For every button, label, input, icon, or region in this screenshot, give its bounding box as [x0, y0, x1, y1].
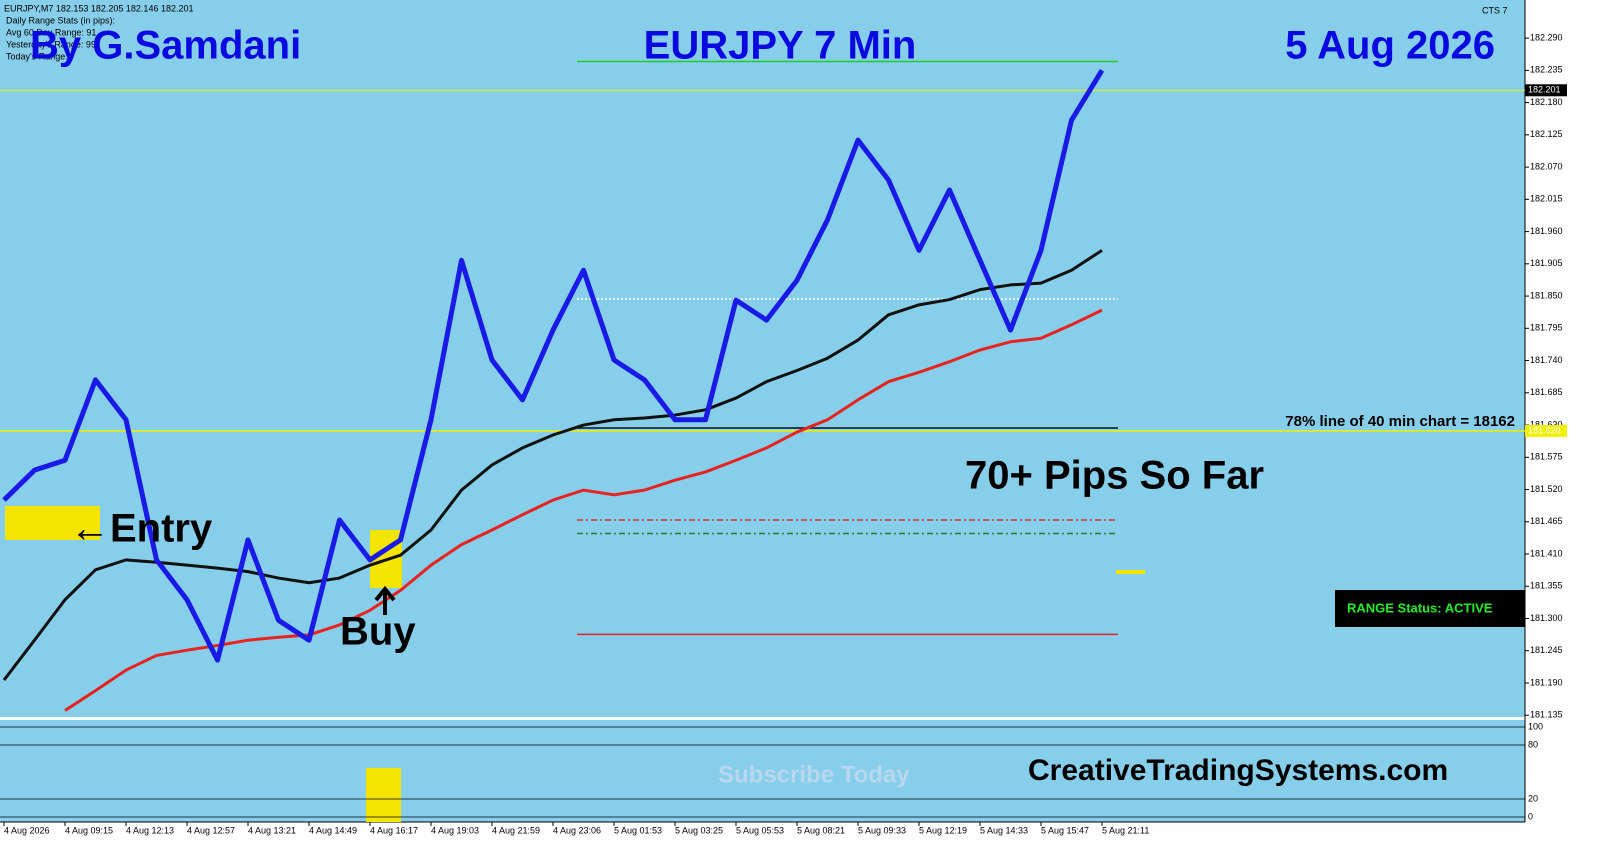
header: Daily Range Stats (in pips): — [6, 15, 115, 25]
title-right: 5 Aug 2026 — [1285, 24, 1495, 68]
indicator-name: CTS 7 — [1482, 5, 1508, 15]
y-tick-label: 181.465 — [1530, 516, 1563, 526]
y-tick-label: 182.070 — [1530, 161, 1563, 171]
y-tick-label: 182.235 — [1530, 65, 1563, 75]
y-tick-label: 181.575 — [1530, 452, 1563, 462]
plot-background — [0, 0, 1525, 822]
x-tick-label: 5 Aug 08:21 — [797, 825, 845, 835]
chart-title: EURJPY 7 Min — [644, 24, 917, 68]
x-tick-label: 5 Aug 01:53 — [614, 825, 662, 835]
panel-separator — [0, 717, 1525, 720]
entry-label: ←Entry — [70, 507, 213, 551]
x-tick-label: 4 Aug 14:49 — [309, 825, 357, 835]
price-label: 182.201 — [1528, 85, 1561, 95]
series-line — [64, 308, 1103, 712]
y-tick-label: 181.520 — [1530, 484, 1563, 494]
line78-label: 78% line of 40 min chart = 18162 — [1285, 413, 1515, 430]
header: Today's Range: — [6, 51, 68, 61]
buy-box-osc — [366, 768, 401, 822]
status-box — [1335, 590, 1525, 627]
header: EURJPY,M7 182.153 182.205 182.146 182.20… — [4, 3, 193, 13]
y-tick-label: 181.850 — [1530, 290, 1563, 300]
price-box — [1525, 84, 1567, 97]
x-tick-label: 4 Aug 12:13 — [126, 825, 174, 835]
x-tick-label: 5 Aug 12:19 — [919, 825, 967, 835]
line78-price: 181.620 — [1528, 425, 1561, 435]
y-tick-label: 181.135 — [1530, 710, 1563, 720]
y-tick-label: 181.905 — [1530, 258, 1563, 268]
title-left: By G.Samdani — [30, 24, 301, 68]
y-tick-label: 182.290 — [1530, 32, 1563, 42]
x-tick-label: 5 Aug 21:11 — [1102, 825, 1149, 835]
x-tick-label: 5 Aug 14:33 — [980, 825, 1028, 835]
x-tick-label: 5 Aug 05:53 — [736, 825, 784, 835]
x-tick-label: 4 Aug 12:57 — [187, 825, 235, 835]
x-tick-label: 5 Aug 15:47 — [1041, 825, 1089, 835]
osc-tick-label: 80 — [1528, 739, 1538, 749]
y-tick-label: 182.180 — [1530, 97, 1563, 107]
y-tick-label: 181.190 — [1530, 677, 1563, 687]
y-tick-label: 181.960 — [1530, 226, 1563, 236]
osc-tick-label: 100 — [1528, 721, 1543, 731]
x-tick-label: 4 Aug 16:17 — [370, 825, 418, 835]
buy-label: Buy — [340, 610, 416, 654]
pips-label: 70+ Pips So Far — [965, 454, 1264, 498]
x-tick-label: 4 Aug 2026 — [4, 825, 50, 835]
y-tick-label: 181.685 — [1530, 387, 1563, 397]
entry-box — [5, 506, 100, 540]
osc-tick-label: 0 — [1528, 811, 1533, 821]
x-tick-label: 4 Aug 09:15 — [65, 825, 113, 835]
line78-box — [1525, 424, 1567, 437]
site-label: CreativeTradingSystems.com — [1028, 754, 1448, 787]
header: Avg 60 Day Range: 91 — [6, 27, 96, 37]
x-tick-label: 4 Aug 13:21 — [248, 825, 296, 835]
y-tick-label: 181.355 — [1530, 581, 1563, 591]
marks — [0, 60, 1525, 712]
series-line — [2, 69, 1105, 663]
y-tick-label: 182.015 — [1530, 194, 1563, 204]
osc-tick-label: 20 — [1528, 793, 1538, 803]
x-tick-label: 4 Aug 23:06 — [553, 825, 601, 835]
header: Yesterday's Range: 99 — [6, 39, 96, 49]
buy-arrow — [374, 585, 396, 615]
y-tick-label: 181.245 — [1530, 645, 1563, 655]
series-line — [2, 249, 1103, 681]
y-tick-label: 181.300 — [1530, 613, 1563, 623]
x-tick-label: 5 Aug 09:33 — [858, 825, 906, 835]
x-tick-label: 4 Aug 19:03 — [431, 825, 479, 835]
status-label: RANGE Status: ACTIVE — [1347, 600, 1493, 615]
y-tick-label: 181.410 — [1530, 548, 1563, 558]
x-tick-label: 5 Aug 03:25 — [675, 825, 723, 835]
x-tick-label: 4 Aug 21:59 — [492, 825, 540, 835]
watermark: Subscribe Today — [718, 761, 910, 788]
y-tick-label: 181.795 — [1530, 323, 1563, 333]
y-tick-label: 181.630 — [1530, 419, 1563, 429]
y-tick-label: 181.740 — [1530, 355, 1563, 365]
y-tick-label: 182.125 — [1530, 129, 1563, 139]
